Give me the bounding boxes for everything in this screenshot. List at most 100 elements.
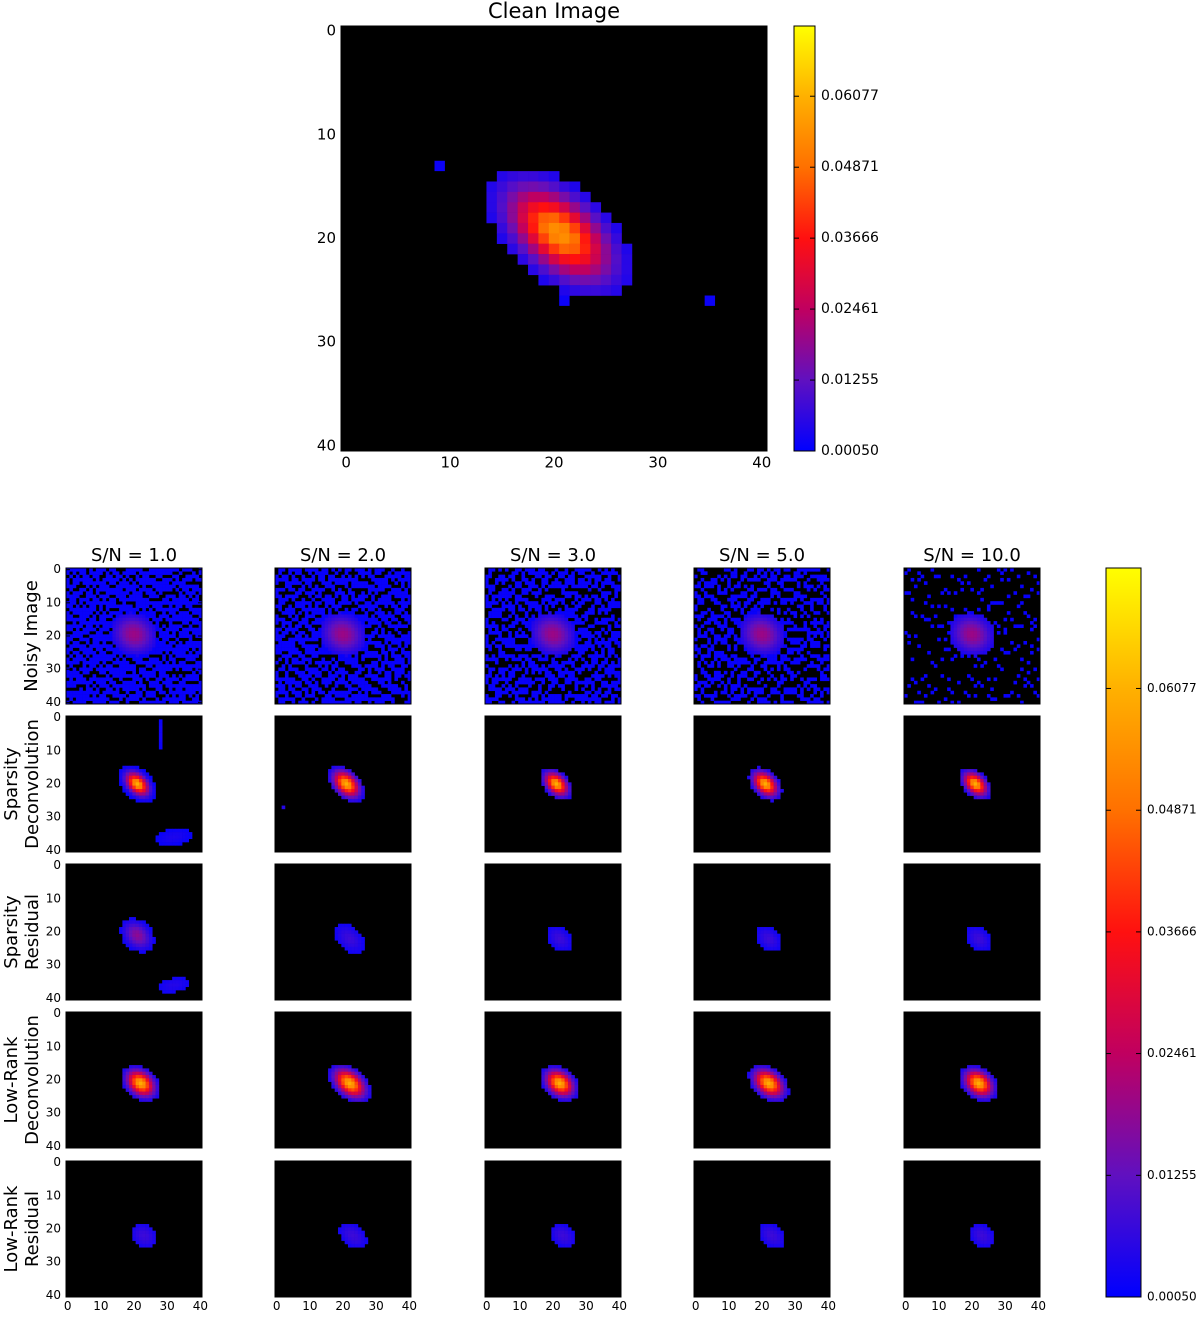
noise-pixel	[106, 654, 110, 658]
noise-pixel	[338, 694, 342, 698]
noise-pixel	[800, 568, 804, 572]
noise-pixel	[780, 681, 784, 685]
pixel	[744, 628, 748, 632]
noise-pixel	[721, 604, 725, 608]
noise-pixel	[780, 585, 784, 589]
pixel	[545, 644, 549, 648]
noise-pixel	[195, 654, 199, 658]
noise-pixel	[126, 581, 130, 585]
noise-pixel	[282, 677, 286, 681]
noise-pixel	[813, 654, 817, 658]
noise-pixel	[325, 681, 329, 685]
noise-pixel	[495, 691, 499, 695]
noise-pixel	[122, 668, 126, 672]
noise-pixel	[394, 575, 398, 579]
noise-pixel	[754, 687, 758, 691]
pixel	[590, 244, 601, 255]
noise-pixel	[521, 674, 525, 678]
noise-pixel	[611, 694, 615, 698]
pixel	[116, 638, 120, 642]
noise-pixel	[401, 608, 405, 612]
pixel	[541, 614, 545, 618]
noise-pixel	[76, 677, 80, 681]
pixel	[538, 634, 542, 638]
pixel	[970, 651, 974, 655]
noise-pixel	[152, 571, 156, 575]
noise-pixel	[381, 697, 385, 701]
noise-pixel	[139, 578, 143, 582]
pixel	[497, 223, 508, 234]
noise-pixel	[321, 651, 325, 655]
noise-pixel	[381, 581, 385, 585]
noise-pixel	[126, 668, 130, 672]
noise-pixel	[79, 568, 83, 572]
noise-pixel	[515, 595, 519, 599]
noise-pixel	[585, 614, 589, 618]
pixel	[139, 651, 143, 655]
noise-pixel	[292, 638, 296, 642]
noise-pixel	[189, 604, 193, 608]
noise-pixel	[288, 687, 292, 691]
noise-pixel	[189, 664, 193, 668]
pixel	[764, 772, 768, 776]
noise-pixel	[126, 661, 130, 665]
noise-pixel	[541, 571, 545, 575]
noise-pixel	[384, 634, 388, 638]
noise-pixel	[146, 588, 150, 592]
noise-pixel	[292, 697, 296, 701]
noise-pixel	[96, 634, 100, 638]
noise-pixel	[331, 601, 335, 605]
noise-pixel	[398, 654, 402, 658]
pixel	[142, 624, 146, 628]
noise-pixel	[156, 608, 160, 612]
noise-pixel	[498, 611, 502, 615]
noise-pixel	[727, 658, 731, 662]
noise-pixel	[86, 591, 90, 595]
pixel	[555, 651, 559, 655]
noise-pixel	[182, 614, 186, 618]
noise-pixel	[278, 568, 282, 572]
noise-pixel	[172, 618, 176, 622]
noise-pixel	[365, 674, 369, 678]
noise-pixel	[295, 651, 299, 655]
pixel	[740, 628, 744, 632]
noise-pixel	[727, 634, 731, 638]
pixel	[565, 621, 569, 625]
noise-pixel	[345, 694, 349, 698]
noise-pixel	[106, 668, 110, 672]
pixel	[341, 772, 345, 776]
pixel	[780, 628, 784, 632]
noise-pixel	[142, 588, 146, 592]
noise-pixel	[79, 644, 83, 648]
noise-pixel	[302, 588, 306, 592]
pixel	[559, 275, 570, 286]
pixel	[119, 621, 123, 625]
noise-pixel	[598, 691, 602, 695]
noise-pixel	[694, 591, 698, 595]
noise-pixel	[724, 611, 728, 615]
noise-pixel	[512, 638, 516, 642]
pixel	[750, 624, 754, 628]
pixel	[559, 285, 570, 296]
noise-pixel	[512, 668, 516, 672]
noise-pixel	[817, 658, 821, 662]
noise-pixel	[760, 601, 764, 605]
noise-pixel	[361, 658, 365, 662]
noise-pixel	[275, 588, 279, 592]
pixel	[528, 181, 539, 192]
noise-pixel	[112, 571, 116, 575]
noise-pixel	[518, 628, 522, 632]
noise-pixel	[112, 684, 116, 688]
noise-pixel	[302, 654, 306, 658]
noise-pixel	[378, 691, 382, 695]
noise-pixel	[305, 638, 309, 642]
noise-pixel	[311, 598, 315, 602]
pixel	[331, 621, 335, 625]
pixel	[551, 769, 555, 773]
noise-pixel	[784, 664, 788, 668]
noise-pixel	[166, 674, 170, 678]
noise-pixel	[102, 644, 106, 648]
pixel	[119, 769, 123, 773]
noise-pixel	[694, 677, 698, 681]
noise-pixel	[820, 691, 824, 695]
